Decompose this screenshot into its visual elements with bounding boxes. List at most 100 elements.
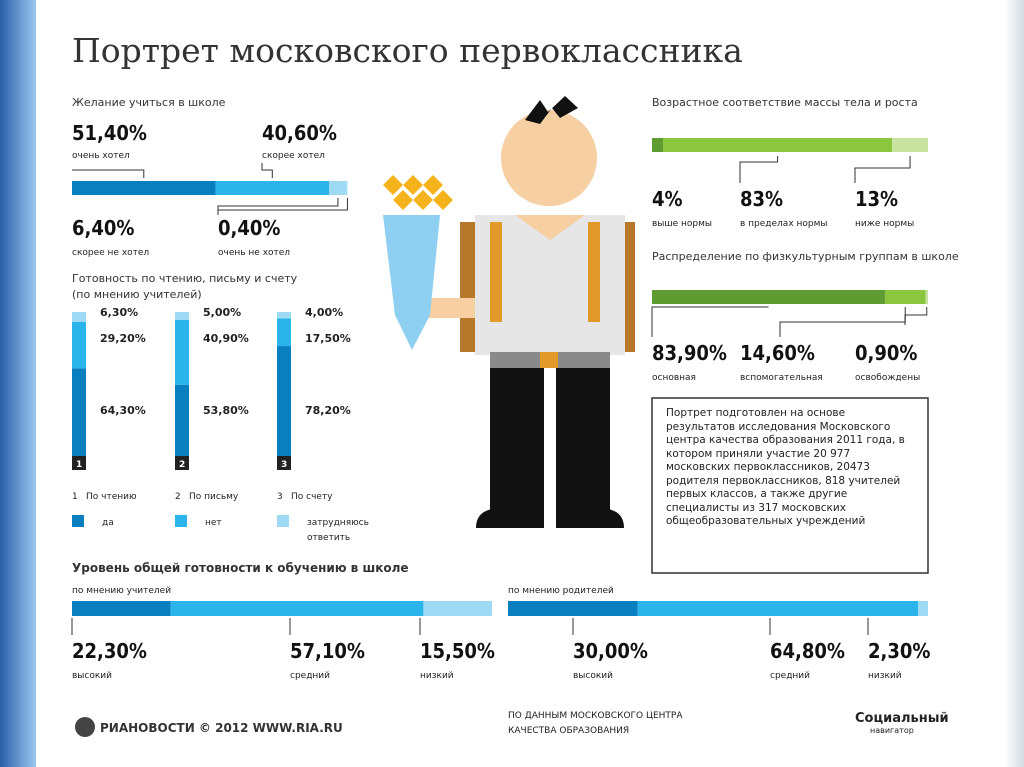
right-strip: [1004, 0, 1024, 767]
bar-segment: [652, 138, 664, 152]
legend-label: затрудняюсь ответить: [307, 518, 369, 543]
percent-label: 64,80%: [770, 639, 845, 663]
percent-label: 13%: [855, 187, 898, 211]
caption: средний: [770, 671, 810, 681]
column-label: 64,30%: [100, 404, 146, 417]
bar-segment: [170, 601, 424, 616]
column-number: 3: [281, 460, 287, 470]
caption: низкий: [420, 671, 454, 681]
legend-label: нет: [205, 518, 222, 528]
bar-segment: [215, 181, 330, 195]
left-strip: [0, 0, 36, 767]
column-number: 3: [277, 492, 283, 502]
column-name: По чтению: [86, 492, 137, 502]
percent-label: 83%: [740, 187, 783, 211]
note-frame: [651, 397, 929, 574]
title: Портрет московского первоклассника: [72, 31, 743, 70]
column-number: 1: [72, 492, 78, 502]
bar-segment: [72, 181, 216, 195]
brand: Социальный: [855, 711, 949, 726]
bar-segment: [892, 138, 928, 152]
column-name: По счету: [291, 492, 333, 502]
bar-segment: [925, 290, 928, 304]
column-segment: [72, 368, 86, 470]
legend-label: да: [102, 518, 114, 528]
percent-label: 14,60%: [740, 341, 815, 365]
column-segment: [72, 321, 86, 369]
caption: ниже нормы: [855, 219, 914, 229]
caption: скорее не хотел: [72, 248, 149, 258]
connector: [217, 198, 339, 215]
caption: низкий: [868, 671, 902, 681]
brand-sub: навигатор: [870, 726, 914, 735]
percent-label: 40,60%: [262, 121, 337, 145]
percent-label: 57,10%: [290, 639, 365, 663]
column-label: 5,00%: [203, 306, 241, 319]
caption: в пределах нормы: [740, 219, 828, 229]
column-number: 2: [175, 492, 181, 502]
column-number: 2: [179, 460, 185, 470]
percent-label: 51,40%: [72, 121, 147, 145]
bar-segment: [346, 181, 348, 195]
column-label: 6,30%: [100, 306, 138, 319]
column-label: 53,80%: [203, 404, 249, 417]
legend-swatch: [72, 515, 84, 527]
caption: очень не хотел: [218, 248, 290, 258]
percent-label: 0,40%: [218, 216, 280, 240]
section-title: Уровень общей готовности к обучению в шк…: [72, 561, 409, 575]
legend-swatch: [277, 515, 289, 527]
section-title: Возрастное соответствие массы тела и рос…: [652, 96, 918, 109]
bar-segment: [918, 601, 928, 616]
bar-segment: [508, 601, 638, 616]
note: Портрет подготовлен на основе результато…: [666, 407, 905, 527]
bar-segment: [637, 601, 919, 616]
column-label: 78,20%: [305, 404, 351, 417]
number-box: [277, 456, 291, 470]
column-label: 29,20%: [100, 332, 146, 345]
percent-label: 0,90%: [855, 341, 917, 365]
number-box: [175, 456, 189, 470]
column-segment: [175, 384, 189, 470]
caption: скорее хотел: [262, 151, 325, 161]
caption: выше нормы: [652, 219, 712, 229]
boy: [383, 96, 635, 528]
bar-segment: [884, 290, 926, 304]
connector: [261, 163, 273, 178]
caption: высокий: [573, 671, 613, 681]
percent-label: 30,00%: [573, 639, 648, 663]
group-name: по мнению учителей: [72, 586, 171, 596]
column-segment: [175, 312, 189, 320]
bar-segment: [652, 290, 885, 304]
percent-label: 15,50%: [420, 639, 495, 663]
ria-logo: [75, 717, 95, 737]
percent-label: 83,90%: [652, 341, 727, 365]
connector: [854, 156, 911, 183]
column-label: 40,90%: [203, 332, 249, 345]
connector: [739, 156, 779, 183]
column-segment: [175, 319, 189, 385]
group-name: по мнению родителей: [508, 586, 614, 596]
bar-segment: [423, 601, 492, 616]
column-segment: [277, 346, 291, 470]
source: ПО ДАННЫМ МОСКОВСКОГО ЦЕНТРА: [508, 711, 683, 721]
section-title: Желание учиться в школе: [72, 96, 226, 109]
connector: [779, 307, 906, 337]
ria-credit: РИАНОВОСТИ © 2012 WWW.RIA.RU: [100, 721, 343, 735]
percent-label: 22,30%: [72, 639, 147, 663]
number-box: [72, 456, 86, 470]
column-segment: [277, 318, 291, 347]
section-title: Распределение по физкультурным группам в…: [652, 250, 959, 263]
connector: [217, 198, 348, 215]
bar-segment: [329, 181, 347, 195]
column-number: 1: [76, 460, 82, 470]
caption: вспомогательная: [740, 373, 823, 383]
caption: средний: [290, 671, 330, 681]
section-subtitle: (по мнению учителей): [72, 288, 202, 301]
column-name: По письму: [189, 492, 239, 502]
caption: освобождены: [855, 373, 920, 383]
bar-segment: [72, 601, 171, 616]
column-label: 4,00%: [305, 306, 343, 319]
legend-swatch: [175, 515, 187, 527]
